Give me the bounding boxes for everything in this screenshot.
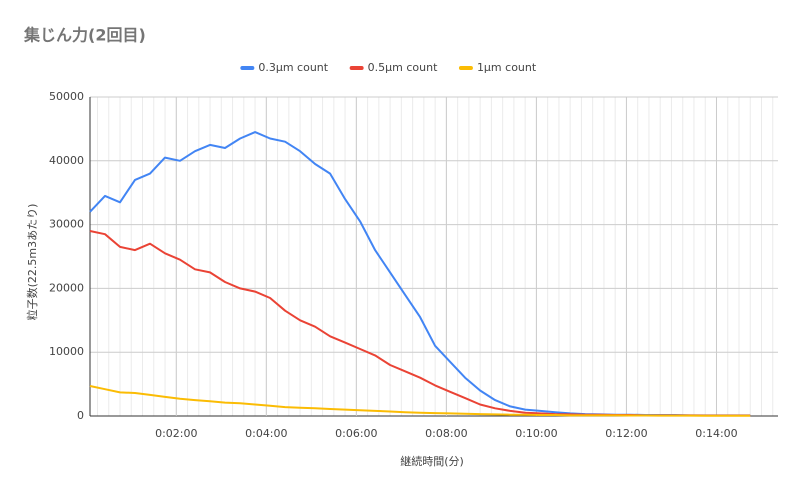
y-tick-label: 30000	[49, 218, 84, 231]
x-tick-label: 0:10:00	[515, 427, 557, 440]
chart-title: 集じん力(2回目)	[23, 26, 146, 45]
legend-label: 0.5μm count	[368, 61, 438, 74]
y-axis-title: 粒子数(22.5m3あたり)	[25, 204, 39, 321]
x-tick-label: 0:06:00	[335, 427, 377, 440]
x-axis-title: 継続時間(分)	[400, 454, 464, 468]
series-line	[89, 385, 751, 417]
x-tick-label: 0:02:00	[155, 427, 197, 440]
legend-label: 0.3μm count	[258, 61, 328, 74]
x-tick-label: 0:08:00	[425, 427, 467, 440]
y-tick-label: 20000	[49, 281, 84, 294]
x-tick-label: 0:04:00	[245, 427, 287, 440]
y-tick-label: 40000	[49, 154, 84, 167]
x-tick-label: 0:14:00	[695, 427, 737, 440]
y-tick-label: 50000	[49, 90, 84, 103]
y-tick-label: 10000	[49, 345, 84, 358]
series-line	[89, 230, 751, 417]
y-tick-label: 0	[77, 409, 84, 422]
series-line	[89, 131, 751, 417]
x-tick-label: 0:12:00	[605, 427, 647, 440]
legend-label: 1μm count	[477, 61, 537, 74]
